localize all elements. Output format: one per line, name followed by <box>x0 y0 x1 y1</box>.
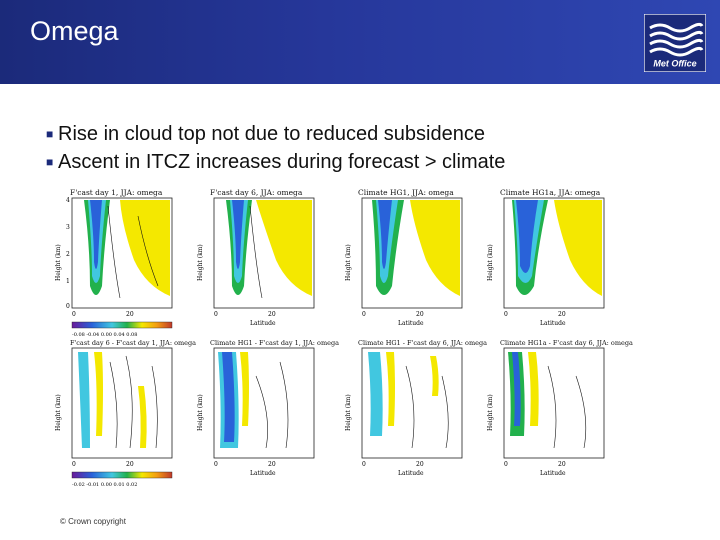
contour-fill <box>90 200 102 269</box>
x-tick: 0 <box>72 461 76 468</box>
x-tick: 20 <box>126 311 134 318</box>
y-tick: 3 <box>66 224 70 231</box>
panel-bottom-1: F'cast day 6 - F'cast day 1, JJA: omega … <box>55 339 196 488</box>
colorbar <box>71 471 173 479</box>
panel-title: Climate HG1 - F'cast day 6, JJA: omega <box>358 339 487 347</box>
x-tick: 0 <box>362 311 366 318</box>
y-tick: 0 <box>66 303 70 310</box>
x-tick: 20 <box>268 311 276 318</box>
panel-bottom-3: Climate HG1 - F'cast day 6, JJA: omega H… <box>345 339 487 477</box>
bullet-list: ■ Rise in cloud top not due to reduced su… <box>46 120 696 176</box>
logo-text: Met Office <box>653 59 696 69</box>
x-tick: 20 <box>558 461 566 468</box>
colorbar-label: -0.02 -0.01 0.00 0.01 0.02 <box>72 482 137 488</box>
bullet-text: Ascent in ITCZ increases during forecast… <box>58 151 506 173</box>
x-axis-label: Latitude <box>398 320 424 327</box>
slide-header: Omega Met Office <box>0 0 720 84</box>
colorbar-label: -0.08 -0.04 0.00 0.04 0.08 <box>72 332 137 338</box>
x-tick: 20 <box>416 461 424 468</box>
y-axis-label: Height (km) <box>197 394 204 431</box>
bullet-marker-icon: ■ <box>46 155 54 169</box>
x-tick: 0 <box>504 461 508 468</box>
x-tick: 0 <box>362 461 366 468</box>
panel-top-1: F'cast day 1, JJA: omega 4 3 2 1 0 Heigh… <box>55 188 173 338</box>
x-tick: 20 <box>558 311 566 318</box>
x-tick: 20 <box>268 461 276 468</box>
bullet-item: ■ Ascent in ITCZ increases during forecas… <box>46 148 696 176</box>
y-tick: 2 <box>66 251 70 258</box>
x-tick: 0 <box>72 311 76 318</box>
x-axis-label: Latitude <box>540 320 566 327</box>
panel-title: Climate HG1, JJA: omega <box>358 188 454 197</box>
panel-title: F'cast day 6 - F'cast day 1, JJA: omega <box>70 339 196 347</box>
omega-figure-grid: F'cast day 1, JJA: omega 4 3 2 1 0 Heigh… <box>55 188 633 488</box>
copyright-footer: © Crown copyright <box>60 517 126 526</box>
x-axis-label: Latitude <box>250 320 276 327</box>
y-tick: 1 <box>66 278 70 285</box>
bullet-text: Rise in cloud top not due to reduced sub… <box>58 123 485 145</box>
y-axis-label: Height (km) <box>55 394 62 431</box>
panel-title: Climate HG1a, JJA: omega <box>500 188 601 197</box>
y-axis-label: Height (km) <box>345 244 352 281</box>
panel-top-4: Climate HG1a, JJA: omega Height (km) 0 2… <box>487 188 605 327</box>
x-axis-label: Latitude <box>398 470 424 477</box>
contour-fill <box>120 200 170 296</box>
y-tick: 4 <box>66 197 70 204</box>
x-axis-label: Latitude <box>250 470 276 477</box>
panel-bottom-4: Climate HG1a - F'cast day 6, JJA: omega … <box>487 339 633 477</box>
panel-top-2: F'cast day 6, JJA: omega Height (km) 0 2… <box>197 188 315 327</box>
x-tick: 20 <box>416 311 424 318</box>
met-office-logo: Met Office <box>644 14 706 72</box>
y-axis-label: Height (km) <box>487 244 494 281</box>
panel-top-3: Climate HG1, JJA: omega Height (km) 0 20… <box>345 188 463 327</box>
panel-title: Climate HG1 - F'cast day 1, JJA: omega <box>210 339 339 347</box>
slide-title: Omega <box>30 16 119 46</box>
bullet-marker-icon: ■ <box>46 127 54 141</box>
y-axis-label: Height (km) <box>345 394 352 431</box>
colorbar <box>71 321 173 329</box>
x-tick: 0 <box>214 311 218 318</box>
x-tick: 0 <box>214 461 218 468</box>
panel-title: F'cast day 6, JJA: omega <box>210 188 303 197</box>
x-tick: 0 <box>504 311 508 318</box>
y-axis-label: Height (km) <box>55 244 62 281</box>
bullet-item: ■ Rise in cloud top not due to reduced su… <box>46 120 696 148</box>
x-axis-label: Latitude <box>540 470 566 477</box>
x-tick: 20 <box>126 461 134 468</box>
y-axis-label: Height (km) <box>487 394 494 431</box>
panel-title: Climate HG1a - F'cast day 6, JJA: omega <box>500 339 633 347</box>
panel-bottom-2: Climate HG1 - F'cast day 1, JJA: omega H… <box>197 339 339 477</box>
y-axis-label: Height (km) <box>197 244 204 281</box>
panel-title: F'cast day 1, JJA: omega <box>70 188 163 197</box>
